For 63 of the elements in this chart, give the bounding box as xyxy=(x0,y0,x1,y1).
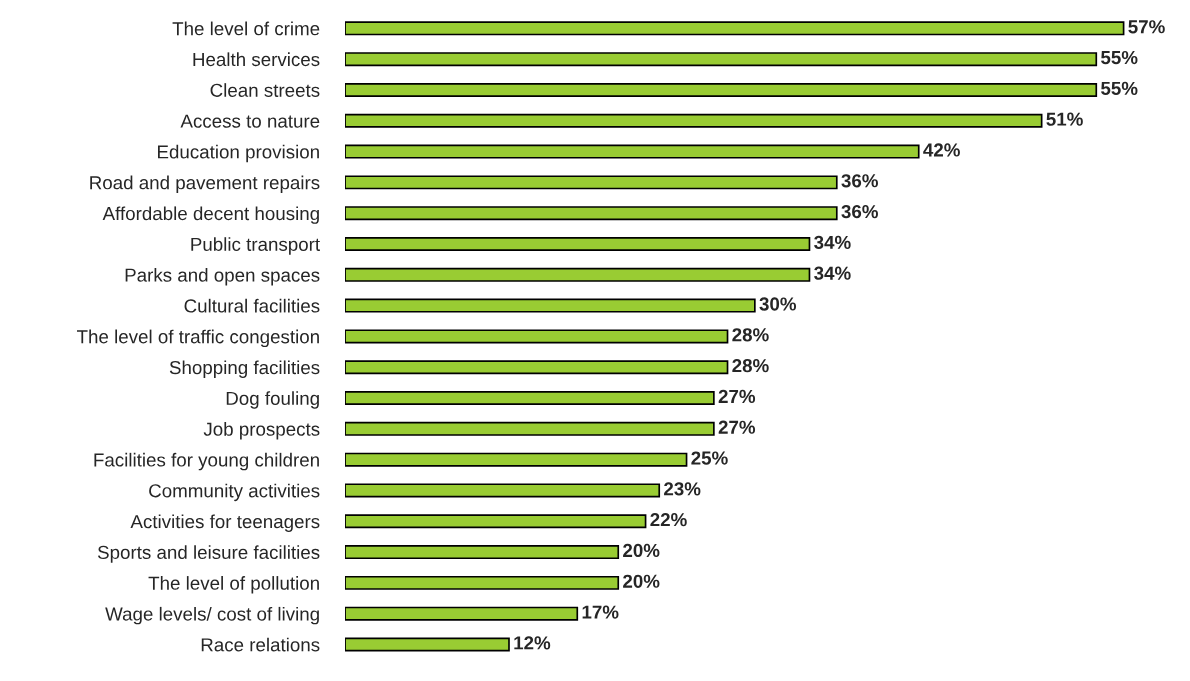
bar xyxy=(345,483,661,498)
bar xyxy=(345,21,1125,36)
y-tick-label: Wage levels/ cost of living xyxy=(105,606,319,625)
y-tick-label: Affordable decent housing xyxy=(102,206,319,224)
data-label: 27% xyxy=(718,420,756,434)
data-label: 55% xyxy=(1101,50,1138,65)
data-label: 20% xyxy=(623,543,660,558)
data-label: 36% xyxy=(841,174,878,188)
y-tick-label: Cultural facilities xyxy=(184,298,320,313)
data-label: 30% xyxy=(759,297,797,311)
data-label: 23% xyxy=(664,482,701,496)
data-label: 28% xyxy=(732,358,769,373)
bar xyxy=(345,329,729,344)
data-label: 55% xyxy=(1101,81,1138,95)
bar xyxy=(345,206,838,221)
data-label: 12% xyxy=(514,636,551,650)
bar xyxy=(345,298,756,313)
y-tick-label: Shopping facilities xyxy=(169,360,320,378)
bar xyxy=(345,606,579,621)
bar xyxy=(345,236,811,251)
y-tick-label: Activities for teenagers xyxy=(130,514,320,532)
data-label: 34% xyxy=(814,266,851,280)
y-tick-label: The level of traffic congestion xyxy=(76,329,319,348)
bar xyxy=(345,52,1098,67)
data-label: 42% xyxy=(923,143,960,157)
y-tick-label: Dog fouling xyxy=(226,391,319,409)
data-label: 57% xyxy=(1128,20,1165,34)
y-tick-label: Education provision xyxy=(158,144,319,163)
y-tick-label: Road and pavement repairs xyxy=(90,175,320,194)
bar xyxy=(345,514,647,529)
data-label: 22% xyxy=(650,513,687,527)
data-label: 25% xyxy=(691,451,728,465)
bar xyxy=(345,82,1098,97)
bar xyxy=(345,267,811,282)
bar xyxy=(345,452,688,467)
y-tick-label: The level of crime xyxy=(172,21,320,36)
y-tick-label: Health services xyxy=(193,52,320,67)
y-tick-label: Community activities xyxy=(149,483,320,502)
data-label: 36% xyxy=(841,204,878,219)
bar xyxy=(345,391,715,406)
data-label: 27% xyxy=(718,389,756,404)
y-tick-label: Facilities for young children xyxy=(94,452,319,471)
data-label: 17% xyxy=(582,605,619,619)
bar xyxy=(345,575,620,590)
bar xyxy=(345,421,715,436)
bar xyxy=(345,144,920,159)
y-tick-label: Race relations xyxy=(201,637,320,652)
bar xyxy=(345,360,729,375)
y-tick-label: Public transport xyxy=(191,237,320,255)
y-tick-label: The level of pollution xyxy=(148,576,319,594)
bar xyxy=(345,545,620,560)
y-tick-label: Job prospects xyxy=(203,422,320,440)
bar xyxy=(345,175,838,190)
bar xyxy=(345,113,1043,128)
data-label: 20% xyxy=(623,574,660,588)
y-tick-label: Access to nature xyxy=(180,114,320,128)
y-tick-label: Clean streets xyxy=(210,83,320,97)
data-label: 28% xyxy=(732,328,769,342)
data-label: 34% xyxy=(814,235,851,250)
bar xyxy=(345,637,510,652)
y-tick-label: Parks and open spaces xyxy=(125,268,320,286)
data-label: 51% xyxy=(1046,112,1083,126)
y-tick-label: Sports and leisure facilities xyxy=(97,545,320,563)
